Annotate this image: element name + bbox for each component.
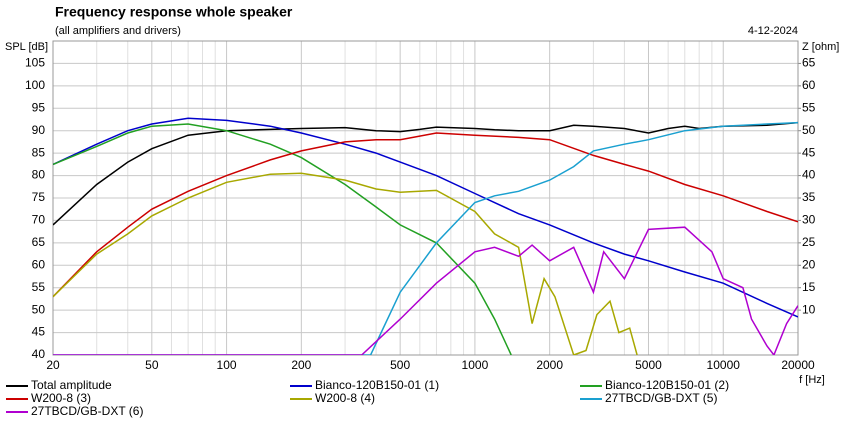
x-tick-label: 20000 xyxy=(781,358,815,372)
y2-tick-label: 20 xyxy=(802,257,816,271)
y2-tick-label: 40 xyxy=(802,168,816,182)
y-tick-label: 50 xyxy=(32,302,46,316)
x-axis-label: f [Hz] xyxy=(799,374,825,386)
x-tick-label: 100 xyxy=(217,358,237,372)
y-tick-label: 95 xyxy=(32,100,46,114)
y-tick-label: 80 xyxy=(32,168,46,182)
x-tick-label: 50 xyxy=(145,358,159,372)
chart-subtitle: (all amplifiers and drivers) xyxy=(55,25,181,37)
x-tick-label: 10000 xyxy=(707,358,741,372)
series-line xyxy=(53,117,798,318)
series-line xyxy=(53,226,798,355)
legend-label: Bianco-120B150-01 (1) xyxy=(315,378,439,392)
y2-tick-label: 10 xyxy=(802,302,816,316)
y2-tick-label: 65 xyxy=(802,56,816,70)
legend-label: 27TBCD/GB-DXT (5) xyxy=(605,391,717,405)
y-tick-label: 65 xyxy=(32,235,46,249)
y2-tick-label: 55 xyxy=(802,100,816,114)
y2-tick-label: 50 xyxy=(802,123,816,137)
y2-axis-label: Z [ohm] xyxy=(802,41,839,53)
x-tick-label: 5000 xyxy=(635,358,662,372)
y-tick-label: 105 xyxy=(25,56,45,70)
y-axis-label: SPL [dB] xyxy=(5,41,48,53)
y-tick-label: 90 xyxy=(32,123,46,137)
legend-label: Bianco-120B150-01 (2) xyxy=(605,378,729,392)
y-tick-label: 60 xyxy=(32,257,46,271)
y-tick-label: 55 xyxy=(32,280,46,294)
y-tick-label: 45 xyxy=(32,325,46,339)
y2-tick-label: 30 xyxy=(802,213,816,227)
y2-tick-label: 15 xyxy=(802,280,816,294)
x-tick-label: 20 xyxy=(46,358,60,372)
series-line xyxy=(53,123,512,355)
y2-tick-label: 45 xyxy=(802,145,816,159)
x-tick-label: 1000 xyxy=(462,358,489,372)
series-line xyxy=(53,172,638,355)
plot-frame xyxy=(52,40,799,356)
y2-tick-label: 60 xyxy=(802,78,816,92)
plot-area xyxy=(53,117,798,355)
y2-tick-label: 25 xyxy=(802,235,816,249)
legend-label: 27TBCD/GB-DXT (6) xyxy=(31,404,143,418)
y-tick-label: 70 xyxy=(32,213,46,227)
y-tick-label: 100 xyxy=(25,78,45,92)
legend-label: W200-8 (4) xyxy=(315,391,375,405)
x-tick-label: 500 xyxy=(390,358,410,372)
series-line xyxy=(53,121,798,355)
legend-label: W200-8 (3) xyxy=(31,391,91,405)
series-line xyxy=(53,121,798,226)
y-tick-label: 75 xyxy=(32,190,46,204)
x-tick-label: 200 xyxy=(291,358,311,372)
y-tick-label: 40 xyxy=(32,347,46,361)
y-tick-label: 85 xyxy=(32,145,46,159)
chart-date: 4-12-2024 xyxy=(748,25,798,37)
legend-label: Total amplitude xyxy=(31,378,112,392)
x-tick-label: 2000 xyxy=(536,358,563,372)
y2-tick-label: 35 xyxy=(802,190,816,204)
chart-title: Frequency response whole speaker xyxy=(55,4,293,20)
series-line xyxy=(53,132,798,298)
